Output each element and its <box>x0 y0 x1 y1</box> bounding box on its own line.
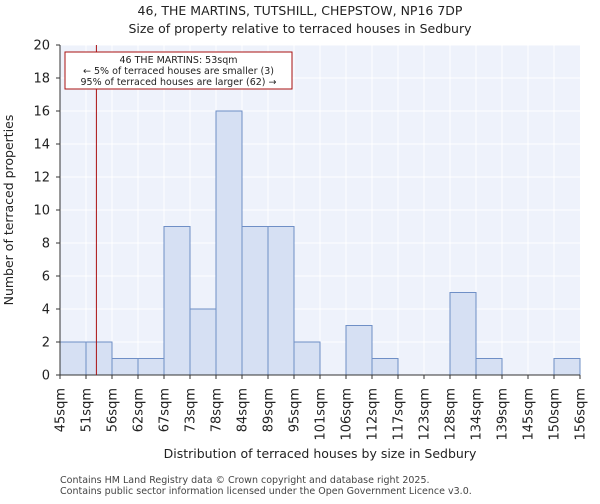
y-tick-label-12: 12 <box>33 171 50 186</box>
annotation-line-2: ← 5% of terraced houses are smaller (3) <box>83 66 274 77</box>
bar-128sqm <box>449 292 477 376</box>
plot-area: 0 2 4 6 8 10 12 14 16 18 20 45sqm 51sqm 56sqm 62sqm 67s… <box>33 39 588 441</box>
x-tick-label-84sqm: 84sqm <box>236 388 251 432</box>
y-tick-label-8: 8 <box>42 237 50 252</box>
y-tick-label-4: 4 <box>42 303 50 318</box>
x-tick-label-73sqm: 73sqm <box>184 388 199 432</box>
chart-title: 46, THE MARTINS, TUTSHILL, CHEPSTOW, NP1… <box>138 3 463 18</box>
bar-84sqm <box>241 226 269 376</box>
x-tick-label-128sqm: 128sqm <box>444 388 459 441</box>
y-tick-label-2: 2 <box>42 336 50 351</box>
y-tick-label-6: 6 <box>42 270 50 285</box>
bar-112sqm <box>371 358 399 376</box>
annotation-box <box>64 51 293 90</box>
bar-73sqm <box>189 308 217 376</box>
annotation-line-3: 95% of terraced houses are larger (62) → <box>81 77 277 88</box>
x-tick-label-156sqm: 156sqm <box>574 388 589 441</box>
x-tick-label-150sqm: 150sqm <box>548 388 563 441</box>
x-tick-label-51sqm: 51sqm <box>80 388 95 432</box>
y-tick-label-18: 18 <box>33 72 50 87</box>
x-tick-label-134sqm: 134sqm <box>470 388 485 441</box>
bar-51sqm <box>85 341 113 376</box>
y-tick-label-14: 14 <box>33 138 50 153</box>
bar-134sqm <box>475 358 503 376</box>
footer-line-1: Contains HM Land Registry data © Crown c… <box>60 475 430 486</box>
y-tick-label-16: 16 <box>33 105 50 120</box>
x-tick-label-56sqm: 56sqm <box>106 388 121 432</box>
annotation-line-1: 46 THE MARTINS: 53sqm <box>120 55 238 66</box>
x-tick-label-67sqm: 67sqm <box>158 388 173 432</box>
x-tick-label-123sqm: 123sqm <box>418 388 433 441</box>
bar-62sqm <box>137 358 165 376</box>
y-tick-label-10: 10 <box>33 204 50 219</box>
x-tick-label-145sqm: 145sqm <box>522 388 537 441</box>
footer-line-2: Contains public sector information licen… <box>60 486 472 497</box>
bar-67sqm <box>163 226 191 376</box>
bar-45sqm <box>59 341 87 376</box>
chart-subtitle: Size of property relative to terraced ho… <box>128 21 472 36</box>
bar-89sqm <box>267 226 295 376</box>
y-axis-label: Number of terraced properties <box>1 115 16 306</box>
bar-150sqm <box>553 358 581 376</box>
y-tick-label-20: 20 <box>33 39 50 54</box>
x-tick-label-78sqm: 78sqm <box>210 388 225 432</box>
x-tick-label-101sqm: 101sqm <box>314 388 329 441</box>
x-tick-label-112sqm: 112sqm <box>366 388 381 441</box>
bar-56sqm <box>111 358 139 376</box>
x-axis-label: Distribution of terraced houses by size … <box>164 446 477 461</box>
x-tick-label-139sqm: 139sqm <box>496 388 511 441</box>
bar-106sqm <box>345 325 373 376</box>
bar-78sqm <box>215 110 243 376</box>
y-tick-label-0: 0 <box>42 369 50 384</box>
x-tick-label-62sqm: 62sqm <box>132 388 147 432</box>
x-tick-label-45sqm: 45sqm <box>54 388 69 432</box>
x-tick-label-89sqm: 89sqm <box>262 388 277 432</box>
bar-95sqm <box>293 341 321 376</box>
x-tick-label-117sqm: 117sqm <box>392 388 407 441</box>
x-tick-label-95sqm: 95sqm <box>288 388 303 432</box>
x-tick-label-106sqm: 106sqm <box>340 388 355 441</box>
